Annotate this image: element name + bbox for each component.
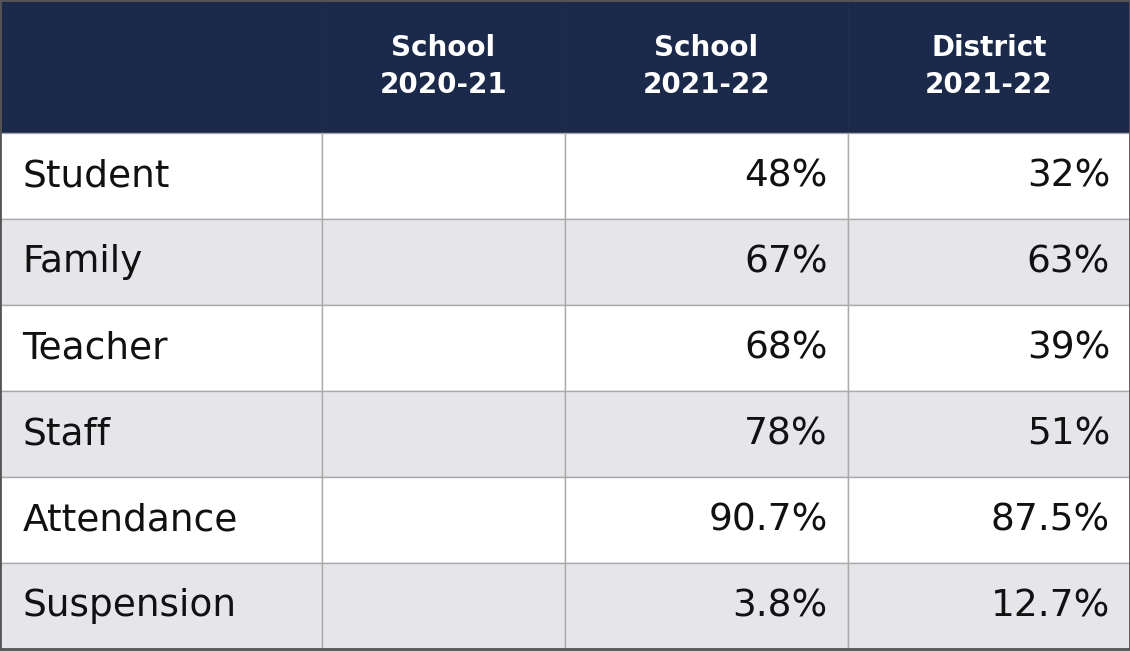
Text: 78%: 78%	[744, 416, 827, 452]
Bar	[322, 219, 565, 305]
Bar	[565, 563, 848, 649]
Bar	[0, 219, 322, 305]
Text: Student: Student	[23, 158, 170, 195]
Bar	[848, 0, 1130, 133]
Bar	[0, 305, 322, 391]
Bar	[322, 133, 565, 219]
Text: Family: Family	[23, 244, 142, 281]
Bar	[848, 133, 1130, 219]
Bar	[0, 563, 322, 649]
Bar	[565, 305, 848, 391]
Text: School
2021-22: School 2021-22	[643, 35, 770, 99]
Text: 39%: 39%	[1027, 330, 1111, 367]
Text: 32%: 32%	[1027, 158, 1111, 195]
Text: 51%: 51%	[1027, 416, 1111, 452]
Bar	[848, 219, 1130, 305]
Bar	[322, 391, 565, 477]
Text: School
2020-21: School 2020-21	[380, 35, 507, 99]
Bar	[322, 0, 565, 133]
Text: District
2021-22: District 2021-22	[925, 35, 1052, 99]
Text: 67%: 67%	[744, 244, 827, 281]
Bar	[565, 477, 848, 563]
Bar	[848, 477, 1130, 563]
Bar	[565, 391, 848, 477]
Bar	[322, 563, 565, 649]
Text: 87.5%: 87.5%	[991, 502, 1111, 538]
Text: Staff: Staff	[23, 416, 111, 452]
Bar	[565, 133, 848, 219]
Text: 12.7%: 12.7%	[991, 588, 1111, 624]
Bar	[322, 305, 565, 391]
Bar	[848, 563, 1130, 649]
Bar	[0, 391, 322, 477]
Bar	[848, 305, 1130, 391]
Text: 68%: 68%	[745, 330, 827, 367]
Bar	[0, 0, 322, 133]
Text: 63%: 63%	[1027, 244, 1111, 281]
Text: 90.7%: 90.7%	[709, 502, 827, 538]
Text: Teacher: Teacher	[23, 330, 168, 367]
Text: 3.8%: 3.8%	[732, 588, 827, 624]
Bar	[0, 477, 322, 563]
Bar	[565, 219, 848, 305]
Bar	[565, 0, 848, 133]
Bar	[0, 133, 322, 219]
Bar	[848, 391, 1130, 477]
Text: Suspension: Suspension	[23, 588, 236, 624]
Bar	[322, 477, 565, 563]
Text: 48%: 48%	[745, 158, 827, 195]
Text: Attendance: Attendance	[23, 502, 238, 538]
